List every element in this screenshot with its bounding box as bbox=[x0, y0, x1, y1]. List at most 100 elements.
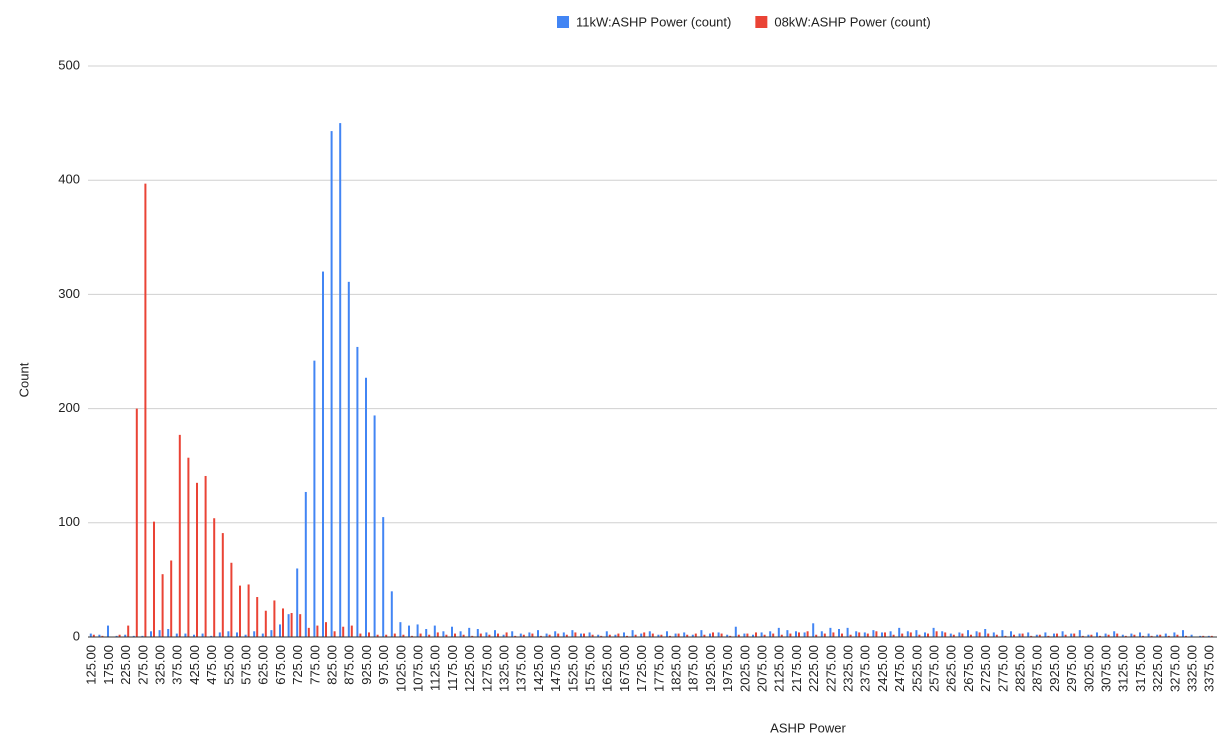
x-tick-label: 1525.00 bbox=[565, 645, 580, 692]
bar bbox=[359, 633, 362, 637]
bar bbox=[196, 482, 198, 637]
bar bbox=[683, 632, 686, 637]
bar bbox=[1182, 630, 1184, 637]
bar bbox=[614, 634, 617, 637]
bar bbox=[812, 623, 815, 637]
bar bbox=[832, 632, 835, 637]
bar bbox=[399, 622, 402, 637]
bar bbox=[411, 635, 413, 637]
bar bbox=[505, 632, 508, 637]
bar bbox=[846, 627, 849, 637]
x-tick-label: 2525.00 bbox=[909, 645, 924, 692]
bar bbox=[769, 631, 772, 637]
bar bbox=[247, 584, 250, 637]
bar bbox=[494, 630, 496, 637]
bar bbox=[479, 633, 482, 637]
x-tick-label: 375.00 bbox=[170, 645, 185, 685]
bar bbox=[537, 630, 539, 637]
bar bbox=[777, 627, 780, 637]
bar bbox=[597, 634, 600, 637]
bar bbox=[1018, 633, 1021, 637]
bar bbox=[734, 626, 737, 637]
bar bbox=[772, 633, 775, 637]
x-tick-label: 2875.00 bbox=[1030, 645, 1045, 692]
bar bbox=[863, 632, 866, 637]
bar bbox=[290, 613, 293, 637]
bar bbox=[256, 597, 259, 637]
x-tick-label: 2125.00 bbox=[772, 645, 787, 692]
bar bbox=[316, 625, 319, 637]
y-tick-label: 0 bbox=[73, 628, 80, 643]
bar bbox=[1078, 630, 1081, 637]
x-tick-label: 2925.00 bbox=[1047, 645, 1062, 692]
bar bbox=[1190, 634, 1193, 637]
bar bbox=[376, 634, 379, 637]
x-tick-label: 725.00 bbox=[290, 645, 305, 685]
bar bbox=[511, 631, 514, 637]
bar bbox=[691, 634, 694, 637]
bar bbox=[866, 633, 869, 637]
bar bbox=[175, 633, 178, 637]
x-tick-label: 675.00 bbox=[273, 645, 288, 685]
bar bbox=[442, 631, 445, 637]
bar bbox=[322, 271, 324, 637]
bar bbox=[1142, 635, 1144, 637]
x-tick-label: 2175.00 bbox=[789, 645, 804, 692]
bar bbox=[643, 632, 646, 637]
bar bbox=[694, 633, 697, 637]
bar bbox=[855, 631, 858, 637]
x-tick-label: 1325.00 bbox=[497, 645, 512, 692]
bar bbox=[755, 632, 757, 637]
bar bbox=[382, 517, 385, 637]
bar bbox=[548, 634, 551, 637]
bar bbox=[941, 631, 944, 637]
bar bbox=[124, 634, 127, 637]
bar bbox=[462, 634, 465, 637]
bar bbox=[588, 632, 591, 637]
x-tick-label: 3175.00 bbox=[1133, 645, 1148, 692]
bar bbox=[591, 634, 594, 637]
bar bbox=[909, 632, 912, 637]
x-tick-label: 1475.00 bbox=[548, 645, 563, 692]
bar bbox=[746, 633, 749, 637]
bar bbox=[562, 632, 565, 637]
bar bbox=[657, 634, 660, 637]
bar bbox=[726, 634, 729, 637]
bar bbox=[944, 632, 947, 637]
bar bbox=[557, 633, 560, 637]
x-tick-label: 625.00 bbox=[256, 645, 271, 685]
bar bbox=[416, 624, 419, 637]
bar bbox=[158, 630, 161, 637]
bar bbox=[970, 634, 972, 637]
bar bbox=[304, 491, 307, 637]
bar bbox=[408, 625, 410, 637]
bar bbox=[686, 634, 689, 637]
bar bbox=[901, 633, 904, 637]
bar bbox=[795, 631, 797, 637]
bar bbox=[1004, 635, 1007, 637]
bar bbox=[342, 626, 345, 637]
bar bbox=[583, 633, 585, 637]
bar bbox=[488, 634, 491, 637]
bar bbox=[743, 633, 746, 637]
bar bbox=[712, 632, 714, 637]
bar bbox=[296, 568, 299, 637]
bar bbox=[368, 632, 370, 637]
bar bbox=[528, 632, 531, 637]
bar bbox=[141, 635, 144, 637]
bar bbox=[798, 632, 800, 637]
bar bbox=[1210, 635, 1213, 637]
x-tick-label: 2075.00 bbox=[755, 645, 770, 692]
bar bbox=[261, 633, 264, 637]
bar bbox=[347, 281, 350, 637]
bar bbox=[264, 610, 267, 637]
bar bbox=[978, 632, 981, 637]
bar bbox=[1030, 635, 1033, 637]
bar bbox=[1090, 634, 1093, 637]
bar bbox=[631, 630, 634, 637]
x-tick-label: 2225.00 bbox=[806, 645, 821, 692]
bar bbox=[89, 633, 92, 637]
bar bbox=[984, 629, 987, 637]
x-tick-label: 425.00 bbox=[187, 645, 202, 685]
